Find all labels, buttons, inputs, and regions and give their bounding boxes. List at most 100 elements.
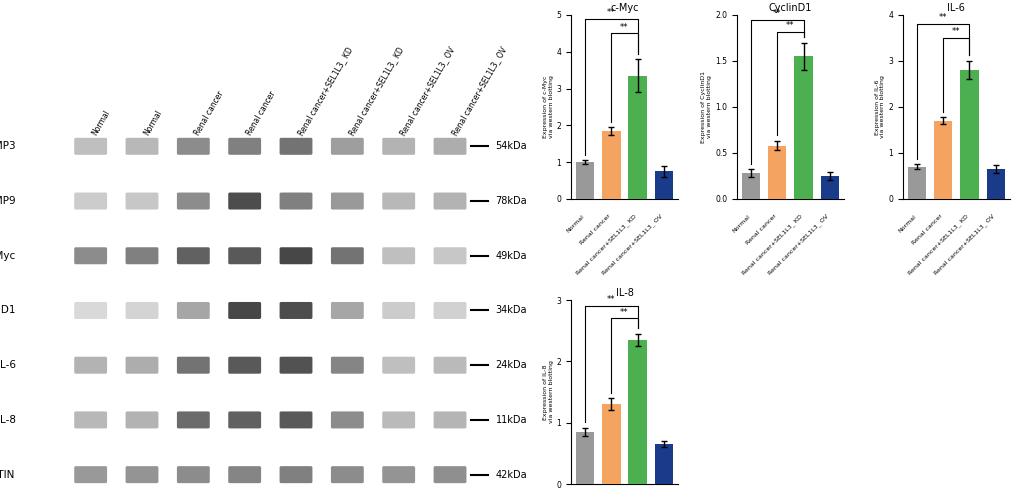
Text: Renal cancer+SEL1L3_ KD: Renal cancer+SEL1L3_ KD [740,214,803,276]
FancyBboxPatch shape [433,138,466,155]
Text: Renal cancer: Renal cancer [245,89,277,137]
Text: **: ** [951,27,960,36]
FancyBboxPatch shape [228,411,261,429]
Text: 54kDa: 54kDa [495,141,527,151]
FancyBboxPatch shape [382,357,415,374]
Text: IL-8: IL-8 [0,415,15,425]
FancyBboxPatch shape [330,411,364,429]
FancyBboxPatch shape [125,411,158,429]
FancyBboxPatch shape [74,302,107,319]
Text: Renal cancer: Renal cancer [910,214,943,246]
FancyBboxPatch shape [433,411,466,429]
Text: Normal: Normal [897,214,916,234]
FancyBboxPatch shape [125,466,158,483]
FancyBboxPatch shape [228,466,261,483]
Y-axis label: Expression of c-Myc
via western blotting: Expression of c-Myc via western blotting [542,75,553,138]
Text: Renal cancer+SEL1L3_ OV: Renal cancer+SEL1L3_ OV [449,45,507,137]
FancyBboxPatch shape [228,302,261,319]
FancyBboxPatch shape [279,411,312,429]
Bar [767,146,786,199]
Bar [907,167,925,199]
FancyBboxPatch shape [228,138,261,155]
FancyBboxPatch shape [74,466,107,483]
FancyBboxPatch shape [279,466,312,483]
FancyBboxPatch shape [176,411,210,429]
Title: CyclinD1: CyclinD1 [768,3,811,13]
Bar [576,432,594,484]
FancyBboxPatch shape [433,193,466,210]
Text: Renal cancer: Renal cancer [579,214,610,246]
Text: Renal cancer+SEL1L3_ OV: Renal cancer+SEL1L3_ OV [398,45,457,137]
Text: Renal cancer: Renal cancer [744,214,776,246]
Text: Renal cancer+SEL1L3_ KD: Renal cancer+SEL1L3_ KD [906,214,968,276]
Text: Renal cancer+SEL1L3_ OV: Renal cancer+SEL1L3_ OV [600,214,663,276]
Text: 11kDa: 11kDa [495,415,527,425]
Text: Normal: Normal [91,108,112,137]
FancyBboxPatch shape [279,247,312,264]
FancyBboxPatch shape [125,357,158,374]
FancyBboxPatch shape [228,357,261,374]
Text: 49kDa: 49kDa [495,251,527,261]
FancyBboxPatch shape [330,466,364,483]
FancyBboxPatch shape [382,411,415,429]
FancyBboxPatch shape [279,357,312,374]
Bar [820,176,839,199]
FancyBboxPatch shape [279,193,312,210]
Bar [794,56,812,199]
Y-axis label: Expression of CyclinD1
via western blotting: Expression of CyclinD1 via western blott… [701,71,711,143]
FancyBboxPatch shape [279,138,312,155]
Bar [654,171,673,199]
FancyBboxPatch shape [433,466,466,483]
FancyBboxPatch shape [176,357,210,374]
FancyBboxPatch shape [330,138,364,155]
FancyBboxPatch shape [433,302,466,319]
Text: c-Myc: c-Myc [0,251,15,261]
Text: Renal cancer+SEL1L3_ KD: Renal cancer+SEL1L3_ KD [347,45,406,137]
Bar [601,404,620,484]
FancyBboxPatch shape [228,193,261,210]
FancyBboxPatch shape [176,302,210,319]
Text: **: ** [937,13,947,22]
Text: Renal cancer+SEL1L3_ KD: Renal cancer+SEL1L3_ KD [296,45,354,137]
Text: Renal cancer: Renal cancer [194,89,226,137]
Title: IL-8: IL-8 [614,288,633,298]
FancyBboxPatch shape [74,411,107,429]
Bar [576,162,594,199]
Bar [985,169,1004,199]
Text: Renal cancer+SEL1L3_ OV: Renal cancer+SEL1L3_ OV [932,214,995,276]
Bar [933,121,952,199]
FancyBboxPatch shape [176,193,210,210]
Y-axis label: Expression of IL-6
via western blotting: Expression of IL-6 via western blotting [873,75,884,138]
Text: Renal cancer+SEL1L3_ KD: Renal cancer+SEL1L3_ KD [575,214,637,276]
FancyBboxPatch shape [176,247,210,264]
Bar [628,76,646,199]
FancyBboxPatch shape [125,138,158,155]
FancyBboxPatch shape [74,193,107,210]
Text: IL-6: IL-6 [0,360,15,370]
Bar [628,340,646,484]
FancyBboxPatch shape [330,357,364,374]
Text: **: ** [786,20,794,29]
Text: CyclinD1: CyclinD1 [0,305,15,315]
FancyBboxPatch shape [382,247,415,264]
Bar [741,173,759,199]
Text: ACTIN: ACTIN [0,470,15,480]
FancyBboxPatch shape [74,247,107,264]
Text: 34kDa: 34kDa [495,305,527,315]
Text: **: ** [606,295,614,304]
Text: **: ** [606,8,614,17]
FancyBboxPatch shape [382,138,415,155]
FancyBboxPatch shape [176,138,210,155]
FancyBboxPatch shape [382,466,415,483]
FancyBboxPatch shape [125,247,158,264]
FancyBboxPatch shape [330,302,364,319]
Text: **: ** [620,22,628,31]
Text: Renal cancer+SEL1L3_ OV: Renal cancer+SEL1L3_ OV [766,214,829,276]
Text: Normal: Normal [565,214,585,234]
Text: **: ** [772,8,781,18]
Bar [601,131,620,199]
Bar [654,444,673,484]
Text: Normal: Normal [142,108,164,137]
FancyBboxPatch shape [433,357,466,374]
Text: Normal: Normal [731,214,750,234]
